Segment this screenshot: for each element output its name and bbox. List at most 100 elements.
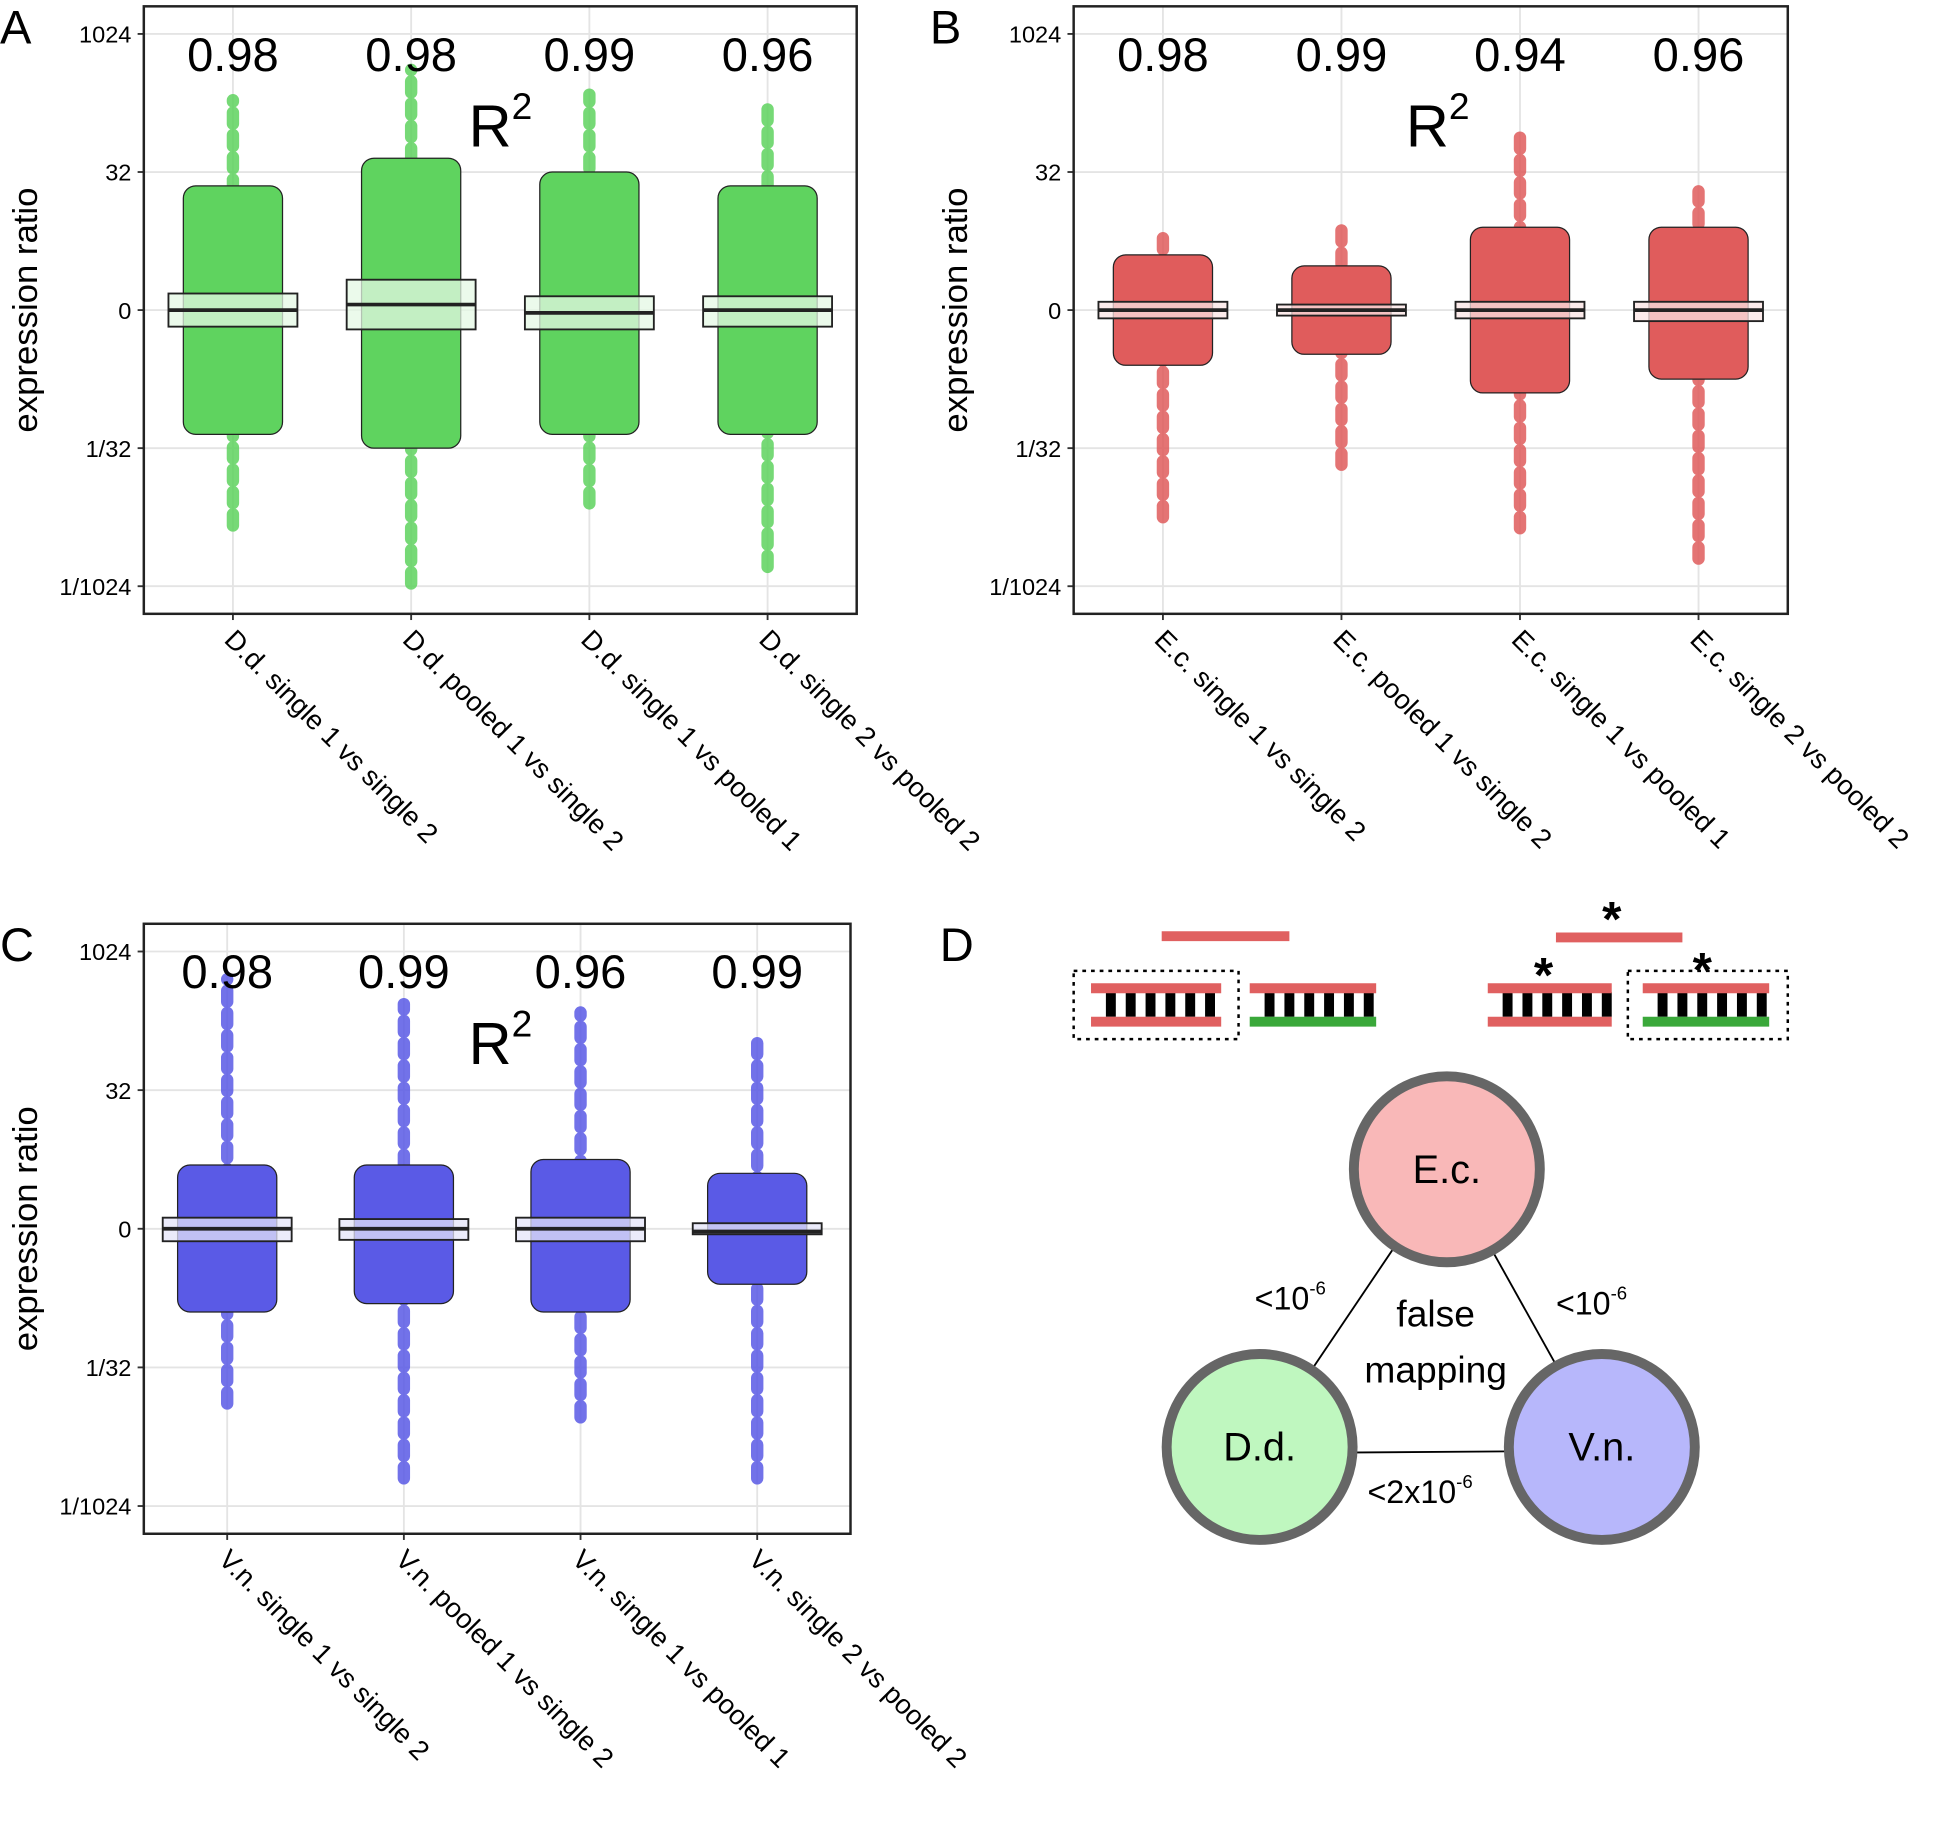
edge-label: <10-6 (1556, 1282, 1627, 1321)
base-pair (1522, 991, 1533, 1017)
base-pair (1205, 991, 1215, 1017)
node (1348, 1071, 1545, 1268)
y-tick-label: 0 (1048, 298, 1061, 324)
r2-value: 0.99 (711, 945, 803, 998)
r2-value: 0.99 (1296, 28, 1388, 81)
panel-letter: A (0, 1, 32, 54)
edge-label-base: <10 (1255, 1280, 1310, 1316)
center-label: mapping (1364, 1349, 1507, 1391)
base-pair (1284, 991, 1295, 1017)
r2-base: R (1406, 92, 1449, 159)
base-pair (1105, 991, 1116, 1017)
diagram: D * * * E.c. D.d. V.n. false mapping <10… (940, 891, 1790, 1545)
r2-value: 0.96 (1653, 28, 1745, 81)
y-axis-label: expression ratio (7, 1106, 45, 1351)
r2-value: 0.98 (181, 945, 273, 998)
base-pair (1304, 991, 1315, 1017)
r2-value: 0.99 (358, 945, 450, 998)
r2-value: 0.98 (365, 28, 457, 81)
base-pair (1343, 991, 1354, 1017)
plot-frame (1072, 5, 1790, 616)
r2-label: R2 (469, 85, 533, 159)
r2-exp: 2 (512, 1003, 533, 1045)
base-pair (1562, 991, 1573, 1017)
r2-value: 0.94 (1474, 28, 1566, 81)
y-tick-label: 1/32 (86, 436, 132, 462)
asterisk: * (1693, 942, 1713, 998)
y-tick-label: 1/32 (1015, 436, 1061, 462)
r2-base: R (469, 92, 512, 159)
panel-letter: B (930, 1, 961, 54)
edge-label-base: <10 (1556, 1285, 1611, 1321)
base-pair (1697, 991, 1708, 1017)
r2-label: R2 (1406, 85, 1470, 159)
panel-letter: D (940, 918, 974, 971)
y-tick-label: 32 (105, 160, 131, 186)
node-label: D.d. (1223, 1426, 1296, 1470)
center-label: false (1396, 1293, 1475, 1335)
plot-frame (142, 922, 852, 1535)
base-pair (1363, 991, 1374, 1017)
edge-label-exp: -6 (1611, 1282, 1628, 1303)
r2-value: 0.96 (535, 945, 627, 998)
y-axis-label: expression ratio (937, 188, 975, 433)
r2-value: 0.98 (1117, 28, 1209, 81)
base-pair (1125, 991, 1136, 1017)
r2-exp: 2 (512, 85, 533, 127)
node (1161, 1349, 1358, 1545)
base-pair (1542, 991, 1553, 1017)
node-label: V.n. (1568, 1426, 1635, 1470)
box (691, 1222, 823, 1236)
y-axis-label: expression ratio (7, 188, 45, 433)
panel-letter: C (0, 918, 34, 971)
duplexes (1091, 983, 1770, 1027)
dotted-box (1626, 969, 1790, 1041)
base-pair (1145, 991, 1156, 1017)
y-tick-label: 1024 (1009, 22, 1061, 48)
dotted-box (1072, 969, 1240, 1041)
y-tick-label: 1/1024 (989, 574, 1061, 600)
r2-value: 0.98 (187, 28, 279, 81)
y-tick-label: 1024 (79, 939, 131, 965)
base-pair (1756, 991, 1767, 1017)
base-pair (1264, 991, 1275, 1017)
r2-base: R (469, 1010, 512, 1077)
y-tick-label: 1/32 (86, 1355, 132, 1381)
r2-exp: 2 (1449, 85, 1470, 127)
r2-label: R2 (469, 1003, 533, 1077)
y-tick-label: 1/1024 (59, 1494, 131, 1520)
y-tick-label: 1/1024 (59, 574, 131, 600)
y-tick-label: 32 (1035, 160, 1061, 186)
base-pair (1717, 991, 1728, 1017)
base-pair (1165, 991, 1176, 1017)
base-pair (1581, 991, 1592, 1017)
base-pair (1601, 991, 1612, 1017)
y-tick-label: 0 (118, 298, 131, 324)
base-pair (1324, 991, 1335, 1017)
asterisk: * (1534, 947, 1554, 1003)
node-label: E.c. (1413, 1148, 1481, 1192)
base-pair (1185, 991, 1196, 1017)
r2-value: 0.99 (544, 28, 636, 81)
y-tick-label: 32 (105, 1078, 131, 1104)
edge-label-base: <2x10 (1367, 1474, 1456, 1510)
node (1503, 1349, 1700, 1545)
base-pair (1677, 991, 1688, 1017)
base-pair (1736, 991, 1747, 1017)
y-tick-label: 0 (118, 1216, 131, 1242)
r2-value: 0.96 (722, 28, 814, 81)
edge-label: <2x10-6 (1367, 1471, 1472, 1510)
x-tick-label: E.c. single 1 vs single 2 (1149, 623, 1372, 846)
base-pair (1657, 991, 1668, 1017)
y-tick-label: 1024 (79, 22, 131, 48)
asterisk: * (1602, 891, 1622, 947)
edge-label: <10-6 (1255, 1277, 1326, 1316)
chart: 1/1024 1/32 0 32 1024 expression ratio B 0.98 E.… (930, 1, 1915, 855)
edge-label-exp: -6 (1456, 1471, 1473, 1492)
edge-label-exp: -6 (1309, 1277, 1326, 1298)
plot-frame (142, 5, 858, 616)
